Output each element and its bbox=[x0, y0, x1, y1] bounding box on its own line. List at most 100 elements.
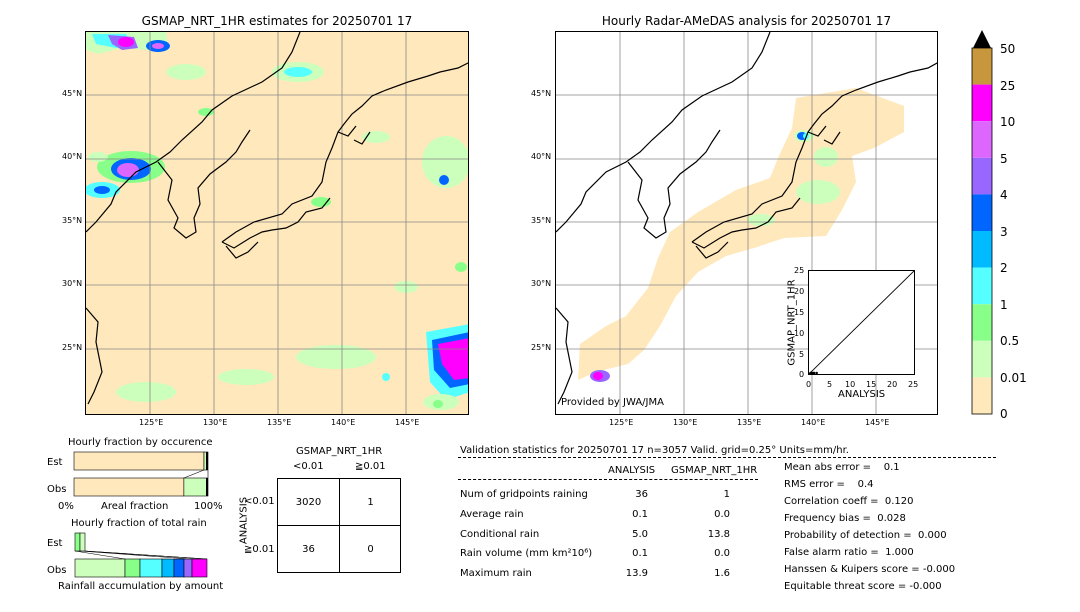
scatter-xtick-10: 10 bbox=[845, 380, 856, 389]
scatter-xtick-0: 0 bbox=[806, 380, 812, 389]
totalrain-chart bbox=[73, 531, 209, 579]
colorbar-swatch bbox=[972, 121, 992, 158]
occurrence-chart bbox=[73, 450, 209, 498]
colorbar-swatches bbox=[971, 30, 993, 415]
colorbar bbox=[970, 30, 1000, 415]
occurrence-bar-segment bbox=[183, 477, 209, 497]
colorbar-swatch bbox=[972, 157, 992, 195]
colorbar-label-2: 2 bbox=[1000, 261, 1008, 275]
scatter-xtick-5: 5 bbox=[827, 380, 833, 389]
colorbar-swatch bbox=[972, 340, 992, 378]
occurrence-bar-end bbox=[206, 478, 208, 496]
right-lon-tick-145: 145°E bbox=[865, 418, 890, 427]
scatter-ytick-0: 0 bbox=[799, 370, 805, 379]
occurrence-bar-end bbox=[206, 452, 208, 470]
score-rmse: RMS error = 0.4 bbox=[784, 479, 874, 490]
right-graticule bbox=[556, 32, 937, 414]
contingency-col1: <0.01 bbox=[293, 461, 324, 472]
validation-divider bbox=[458, 457, 996, 458]
scatter-point bbox=[813, 371, 816, 375]
left-graticule bbox=[86, 32, 468, 414]
scatter-plot bbox=[808, 270, 915, 375]
validation-header: Validation statistics for 20250701 17 n=… bbox=[460, 445, 849, 456]
contingency-cell-b: 1 bbox=[367, 497, 374, 508]
right-lon-tick-130: 130°E bbox=[673, 418, 698, 427]
scatter-point bbox=[815, 371, 818, 375]
contingency-row2: ≧0.01 bbox=[244, 544, 275, 555]
left-lon-tick-145: 145°E bbox=[395, 418, 420, 427]
validation-row-label: Average rain bbox=[460, 509, 524, 520]
contingency-col2: ≧0.01 bbox=[355, 461, 386, 472]
totalrain-bars bbox=[74, 532, 208, 578]
colorbar-swatch bbox=[972, 48, 992, 85]
validation-row-label: Conditional rain bbox=[460, 529, 540, 540]
occurrence-est-label: Est bbox=[47, 457, 63, 468]
right-lat-tick-35: 35°N bbox=[531, 216, 552, 225]
totalrain-obs-label: Obs bbox=[47, 565, 67, 576]
left-precip-layer bbox=[86, 32, 468, 410]
right-lon-tick-135: 135°E bbox=[737, 418, 762, 427]
score-pod: Probability of detection = 0.000 bbox=[784, 530, 947, 541]
scatter-reference-line bbox=[808, 270, 915, 375]
left-map bbox=[85, 31, 469, 415]
validation-col-analysis: ANALYSIS bbox=[608, 465, 656, 476]
score-far: False alarm ratio = 1.000 bbox=[784, 547, 914, 558]
right-lat-tick-40: 40°N bbox=[531, 152, 552, 161]
left-lat-tick-45: 45°N bbox=[62, 89, 83, 98]
validation-row-gsmap: 0.0 bbox=[714, 509, 730, 520]
colorbar-label-0: 0 bbox=[1000, 407, 1008, 421]
colorbar-label-50: 50 bbox=[1000, 42, 1016, 56]
validation-row-gsmap: 1.6 bbox=[714, 568, 730, 579]
validation-row-analysis: 13.9 bbox=[625, 568, 648, 579]
left-map-canvas bbox=[86, 32, 468, 414]
score-ets: Equitable threat score = -0.000 bbox=[784, 581, 942, 592]
colorbar-swatch bbox=[972, 231, 992, 268]
left-lon-tick-130: 130°E bbox=[203, 418, 228, 427]
left-lon-tick-135: 135°E bbox=[267, 418, 292, 427]
scatter-xtick-15: 15 bbox=[866, 380, 877, 389]
colorbar-label-3: 3 bbox=[1000, 225, 1008, 239]
contingency-row1: <0.01 bbox=[244, 496, 275, 507]
occurrence-xlabel: Areal fraction bbox=[101, 501, 169, 512]
colorbar-label-25: 25 bbox=[1000, 79, 1016, 93]
totalrain-xlabel: Rainfall accumulation by amount bbox=[58, 581, 224, 592]
right-lat-tick-25: 25°N bbox=[531, 343, 552, 352]
contingency-grid: 3020 1 36 0 bbox=[277, 478, 401, 573]
colorbar-swatch bbox=[972, 194, 992, 231]
totalrain-obs-sky bbox=[161, 558, 175, 578]
colorbar-label-10: 10 bbox=[1000, 115, 1016, 129]
validation-row-label: Num of gridpoints raining bbox=[460, 489, 588, 500]
colorbar-label-1: 1 bbox=[1000, 298, 1008, 312]
left-lat-tick-35: 35°N bbox=[62, 216, 83, 225]
score-correlation: Correlation coeff = 0.120 bbox=[784, 496, 914, 507]
validation-row-label: Maximum rain bbox=[460, 568, 532, 579]
occurrence-bar-segment bbox=[73, 451, 205, 471]
left-lon-tick-140: 140°E bbox=[331, 418, 356, 427]
colorbar-overflow-arrow bbox=[973, 30, 991, 48]
totalrain-obs-magenta bbox=[191, 558, 208, 578]
scatter-ytick-5: 5 bbox=[799, 350, 805, 359]
right-map-canvas bbox=[556, 32, 937, 414]
totalrain-obs-violet bbox=[183, 558, 193, 578]
scatter-ytick-25: 25 bbox=[794, 266, 805, 275]
scatter-xtick-20: 20 bbox=[887, 380, 898, 389]
score-hk: Hanssen & Kuipers score = -0.000 bbox=[784, 564, 956, 575]
scatter-inset bbox=[808, 270, 915, 375]
occurrence-connector bbox=[183, 469, 205, 479]
right-lon-tick-140: 140°E bbox=[801, 418, 826, 427]
totalrain-obs-cyan bbox=[139, 558, 163, 578]
validation-row-analysis: 0.1 bbox=[632, 548, 648, 559]
validation-row-analysis: 5.0 bbox=[632, 529, 648, 540]
occurrence-x0: 0% bbox=[58, 501, 74, 512]
scatter-ytick-15: 15 bbox=[794, 308, 805, 317]
right-lat-tick-30: 30°N bbox=[531, 279, 552, 288]
scatter-ytick-20: 20 bbox=[794, 287, 805, 296]
contingency-cell-c: 36 bbox=[302, 544, 315, 555]
colorbar-swatch bbox=[972, 267, 992, 305]
validation-col-divider bbox=[458, 479, 758, 480]
totalrain-est-bar-green bbox=[74, 532, 81, 552]
right-map-title: Hourly Radar-AMeDAS analysis for 2025070… bbox=[601, 14, 892, 28]
validation-row-analysis: 36 bbox=[635, 489, 648, 500]
right-lat-tick-45: 45°N bbox=[531, 89, 552, 98]
contingency-cell-a: 3020 bbox=[295, 497, 322, 508]
